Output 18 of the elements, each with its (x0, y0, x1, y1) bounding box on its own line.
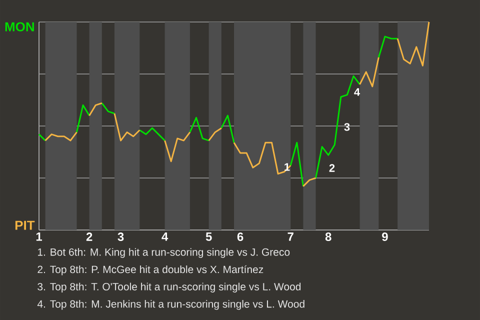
x-tick-label: 9 (382, 232, 388, 242)
x-tick-label: 2 (86, 232, 92, 241)
text: 2. Top 8th: P. McGee hit a double vs X. Martínez (38, 265, 264, 276)
text: 1. Bot 6th: M. King hit a run-scoring single vs J. Greco (38, 248, 290, 258)
x-tick-label: 7 (288, 232, 294, 241)
x-tick-label: 3 (118, 232, 124, 242)
annotation: 2 (329, 164, 335, 172)
text: MON (5, 22, 34, 32)
text: 3. Top 8th: T. O'Toole hit a run-scoring single vs L. Wood (38, 282, 301, 292)
x-tick-label: 6 (237, 232, 244, 242)
text: 4. Top 8th: M. Jenkins hit a run-scoring single vs L. Wood (37, 300, 304, 310)
x-tick-label: 4 (162, 232, 168, 241)
x-tick-label: 8 (325, 232, 332, 242)
annotation: 3 (344, 123, 350, 131)
x-tick-label: 1 (36, 232, 42, 241)
x-tick-label: 5 (206, 232, 212, 241)
text: PIT (15, 220, 35, 230)
annotation: 4 (354, 88, 360, 96)
